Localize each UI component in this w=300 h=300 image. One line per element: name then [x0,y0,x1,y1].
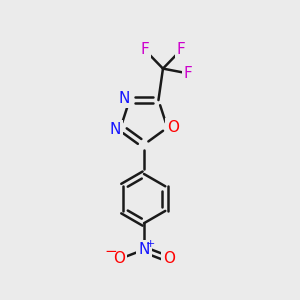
Text: F: F [177,43,185,58]
Text: O: O [113,251,125,266]
Text: F: F [141,43,149,58]
Text: N: N [118,91,130,106]
Text: +: + [146,238,156,249]
Text: −: − [104,244,117,260]
Text: N: N [138,242,150,257]
Text: N: N [110,122,121,136]
Text: O: O [167,120,179,135]
Text: O: O [163,251,175,266]
Text: F: F [184,66,192,81]
